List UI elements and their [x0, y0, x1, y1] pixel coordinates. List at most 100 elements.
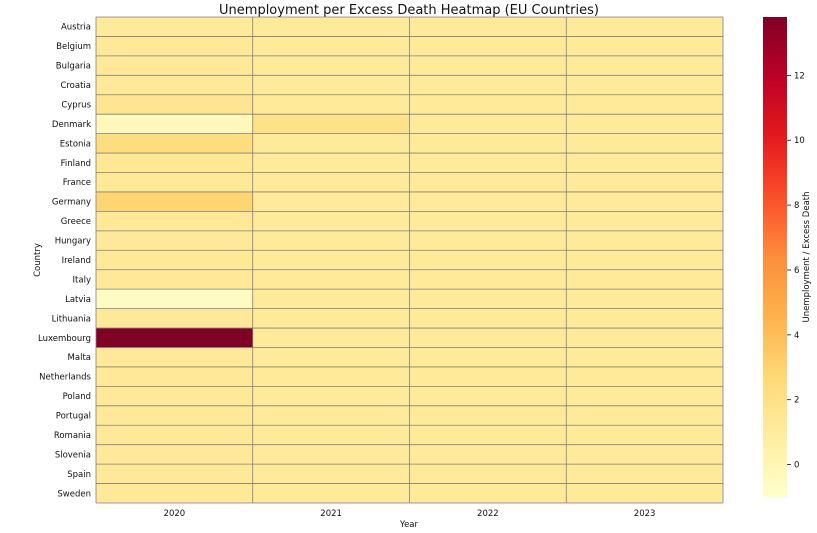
heatmap-cell	[409, 308, 567, 329]
heatmap-cell	[566, 405, 723, 426]
heatmap-cell	[96, 308, 253, 329]
heatmap-gridlines	[95, 16, 724, 504]
year-tick-label: 2021	[320, 509, 342, 519]
heatmap-cell	[96, 386, 253, 406]
heatmap-cell	[252, 464, 410, 484]
country-tick-label: Austria	[61, 23, 91, 33]
country-tick-label: Lithuania	[52, 314, 91, 324]
heatmap-cell	[252, 172, 410, 192]
heatmap-cell	[252, 328, 410, 348]
heatmap-cell	[566, 269, 723, 290]
heatmap-cell	[409, 230, 567, 251]
heatmap-cell	[566, 36, 723, 56]
country-tick-label: Croatia	[60, 81, 91, 91]
year-tick-label: 2023	[634, 509, 656, 519]
colorbar-label: Unemployment / Excess Death	[802, 191, 812, 322]
heatmap-cell	[566, 250, 723, 270]
heatmap-cell	[566, 483, 723, 503]
colorbar-tick-label: 10	[794, 136, 805, 146]
country-tick-label: Slovenia	[55, 450, 91, 460]
heatmap-cell	[409, 153, 567, 173]
heatmap-cell	[409, 464, 567, 484]
colorbar-tick-label: 2	[794, 396, 799, 406]
country-tick-label: France	[63, 178, 91, 188]
x-axis-label: Year	[399, 520, 419, 530]
heatmap-cell	[409, 172, 567, 192]
country-tick-label: Ireland	[62, 256, 91, 266]
heatmap-cells	[96, 17, 723, 503]
country-tick-label: Romania	[54, 431, 91, 441]
heatmap-cell	[96, 464, 253, 484]
heatmap-cell	[252, 94, 410, 115]
country-tick-label: Portugal	[56, 412, 91, 422]
heatmap-cell	[252, 55, 410, 76]
heatmap-cell	[566, 230, 723, 251]
country-tick-label: Germany	[52, 198, 91, 208]
country-tick-label: Spain	[67, 470, 91, 480]
heatmap-cell	[252, 114, 410, 134]
heatmap-cell	[96, 483, 253, 503]
country-tick-label: Greece	[61, 217, 91, 227]
heatmap-cell	[409, 114, 567, 134]
y-axis-label: Country	[33, 243, 43, 277]
heatmap-cell	[96, 425, 253, 445]
heatmap-cell	[96, 211, 253, 231]
heatmap-cell	[566, 464, 723, 484]
heatmap-cell	[96, 366, 253, 387]
heatmap-cell	[252, 153, 410, 173]
heatmap-cell	[252, 405, 410, 426]
heatmap-cell	[409, 366, 567, 387]
heatmap-cell	[252, 386, 410, 406]
heatmap-cell	[96, 17, 253, 37]
heatmap-cell	[96, 328, 253, 348]
heatmap-cell	[566, 386, 723, 406]
country-tick-label: Bulgaria	[56, 62, 91, 72]
chart-title: Unemployment per Excess Death Heatmap (E…	[219, 3, 599, 18]
heatmap-cell	[566, 328, 723, 348]
heatmap-cell	[409, 425, 567, 445]
heatmap-cell	[252, 250, 410, 270]
heatmap-cell	[252, 75, 410, 95]
heatmap-cell	[96, 347, 253, 367]
heatmap-cell	[252, 17, 410, 37]
heatmap-cell	[566, 75, 723, 95]
heatmap-cell	[566, 191, 723, 212]
heatmap-cell	[96, 36, 253, 56]
heatmap-cell	[409, 269, 567, 290]
colorbar-tick-label: 12	[794, 71, 805, 81]
heatmap-cell	[409, 55, 567, 76]
heatmap-cell	[566, 133, 723, 154]
heatmap-cell	[96, 230, 253, 251]
heatmap-cell	[409, 94, 567, 115]
country-tick-label: Malta	[68, 353, 91, 363]
heatmap-cell	[252, 133, 410, 154]
country-tick-label: Estonia	[60, 139, 91, 149]
heatmap-cell	[409, 386, 567, 406]
heatmap-cell	[409, 250, 567, 270]
heatmap-cell	[566, 55, 723, 76]
country-tick-label: Finland	[61, 159, 91, 169]
heatmap-cell	[252, 211, 410, 231]
year-tick-label: 2022	[477, 509, 499, 519]
heatmap-cell	[409, 347, 567, 367]
heatmap-cell	[566, 114, 723, 134]
colorbar-tick-label: 4	[794, 331, 799, 341]
heatmap-cell	[566, 289, 723, 309]
country-tick-label: Latvia	[65, 295, 91, 305]
country-tick-labels: Austria Belgium Bulgaria Croatia Cyprus Denma…	[38, 23, 92, 500]
heatmap-cell	[252, 230, 410, 251]
heatmap-cell	[566, 308, 723, 329]
heatmap-cell	[409, 36, 567, 56]
heatmap-cell	[409, 75, 567, 95]
heatmap-cell	[409, 17, 567, 37]
heatmap-cell	[252, 483, 410, 503]
heatmap-cell	[566, 211, 723, 231]
country-tick-label: Cyprus	[61, 100, 91, 110]
heatmap-cell	[566, 425, 723, 445]
heatmap-cell	[96, 405, 253, 426]
heatmap-cell	[252, 36, 410, 56]
heatmap-cell	[96, 289, 253, 309]
heatmap-cell	[96, 94, 253, 115]
country-tick-label: Poland	[63, 392, 91, 402]
